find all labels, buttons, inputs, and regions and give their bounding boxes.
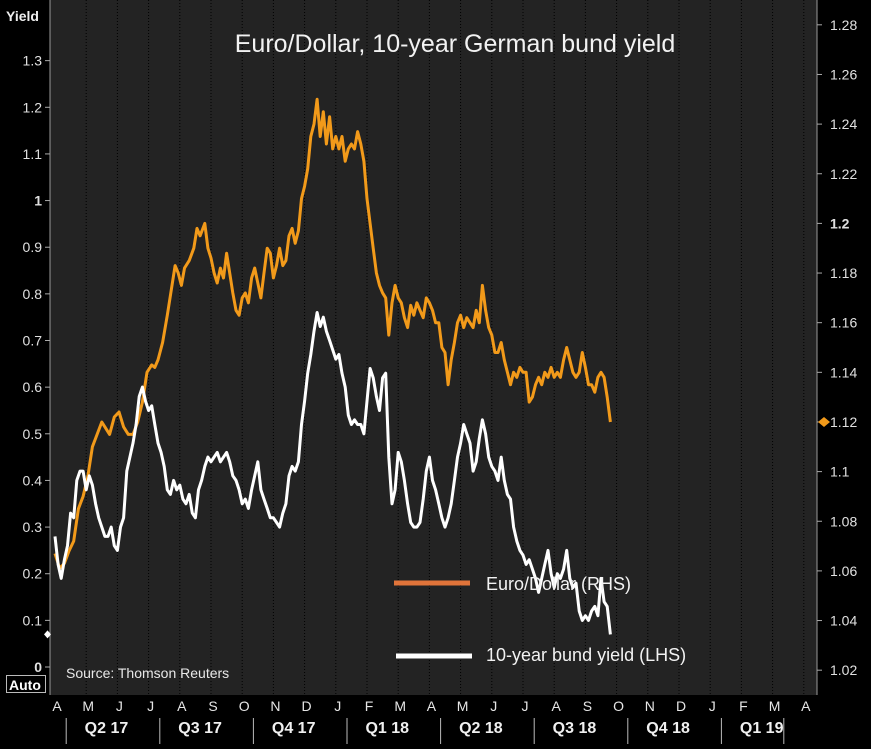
right-tick-label: 1.08 — [830, 513, 857, 529]
last-value-markers — [44, 416, 830, 639]
quarter-label: Q3 18 — [553, 720, 597, 737]
right-tick-label: 1.26 — [830, 66, 857, 82]
left-tick-label: 0.1 — [23, 612, 43, 628]
left-tick-label: 0.6 — [23, 379, 43, 395]
month-label: N — [270, 698, 280, 714]
right-tick-label: 1.24 — [830, 116, 857, 132]
quarter-label: Q1 18 — [365, 720, 409, 737]
month-label: A — [552, 698, 562, 714]
left-tick-label: 0.9 — [23, 239, 43, 255]
month-label: O — [239, 698, 250, 714]
x-gridlines — [85, 0, 805, 695]
quarter-label: Q2 17 — [85, 720, 129, 737]
month-label: M — [769, 698, 781, 714]
right-tick-label: 1.12 — [830, 414, 857, 430]
quarter-label: Q4 17 — [272, 720, 316, 737]
source-note: Source: Thomson Reuters — [66, 665, 229, 681]
right-tick-label: 1.2 — [830, 215, 850, 231]
quarter-label: Q2 18 — [459, 720, 503, 737]
left-tick-label: 0.2 — [23, 566, 43, 582]
month-label: M — [394, 698, 406, 714]
month-label: D — [676, 698, 686, 714]
auto-scale-button[interactable]: Auto — [6, 675, 46, 693]
quarter-label: Q3 17 — [178, 720, 222, 737]
legend-label-bund: 10-year bund yield (LHS) — [486, 645, 686, 665]
month-label: J — [709, 698, 716, 714]
month-label: J — [334, 698, 341, 714]
month-label: A — [177, 698, 187, 714]
x-axis-quarters: Q2 17 Q3 17 Q4 17 Q1 18 Q2 18 Q3 18 Q4 18 Q1 19 — [65, 718, 785, 744]
chart-title: Euro/Dollar, 10-year German bund yield — [235, 30, 676, 58]
month-label: F — [739, 698, 748, 714]
right-tick-label: 1.14 — [830, 364, 857, 380]
month-label: S — [208, 698, 217, 714]
month-label: A — [801, 698, 811, 714]
right-tick-label: 1.22 — [830, 166, 857, 182]
right-tick-label: 1.18 — [830, 265, 857, 281]
month-label: J — [490, 698, 497, 714]
month-label: M — [457, 698, 469, 714]
month-label: A — [427, 698, 437, 714]
month-label: J — [116, 698, 123, 714]
right-tick-label: 1.28 — [830, 17, 857, 33]
month-label: D — [302, 698, 312, 714]
right-tick-label: 1.16 — [830, 315, 857, 331]
right-tick-label: 1.02 — [830, 662, 857, 678]
month-label: M — [82, 698, 94, 714]
eurusd-line — [53, 97, 612, 570]
right-tick-label: 1.04 — [830, 613, 857, 629]
left-tick-label: 0.4 — [23, 472, 43, 488]
month-label: J — [522, 698, 529, 714]
left-tick-label: 0.7 — [23, 333, 43, 349]
month-label: J — [147, 698, 154, 714]
legend: Euro/Dollar (RHS) 10-year bund yield (LH… — [394, 574, 686, 665]
plot-area — [50, 0, 817, 695]
left-axis: 0 0.1 0.2 0.3 0.4 0.5 0.6 0.7 0.8 0.9 1 1.1 1.2 1.3 — [23, 53, 50, 675]
left-tick-label: 0.5 — [23, 426, 43, 442]
month-label: O — [613, 698, 624, 714]
left-tick-label: 1.1 — [23, 146, 43, 162]
series — [53, 97, 612, 635]
left-tick-label: 1.3 — [23, 53, 43, 69]
quarter-label: Q4 18 — [646, 720, 690, 737]
left-tick-label: 0 — [34, 659, 42, 675]
left-axis-title: Yield — [6, 8, 39, 24]
x-axis-band — [0, 695, 871, 744]
right-tick-label: 1.1 — [830, 464, 850, 480]
month-label: N — [645, 698, 655, 714]
legend-label-eurusd: Euro/Dollar (RHS) — [486, 574, 631, 594]
month-label: A — [52, 698, 62, 714]
left-tick-label: 1 — [34, 193, 42, 209]
right-tick-label: 1.06 — [830, 563, 857, 579]
bund-last-value-marker — [44, 630, 51, 639]
left-tick-label: 0.3 — [23, 519, 43, 535]
left-tick-label: 0.8 — [23, 286, 43, 302]
quarter-label: Q1 19 — [740, 720, 784, 737]
month-label: F — [365, 698, 374, 714]
eurusd-last-value-marker — [818, 416, 830, 427]
bund-yield-line — [53, 311, 612, 635]
left-tick-label: 1.2 — [23, 99, 43, 115]
month-label: S — [583, 698, 592, 714]
right-axis: 1.02 1.04 1.06 1.08 1.1 1.12 1.14 1.16 1.18 1.2 1.… — [817, 17, 857, 678]
